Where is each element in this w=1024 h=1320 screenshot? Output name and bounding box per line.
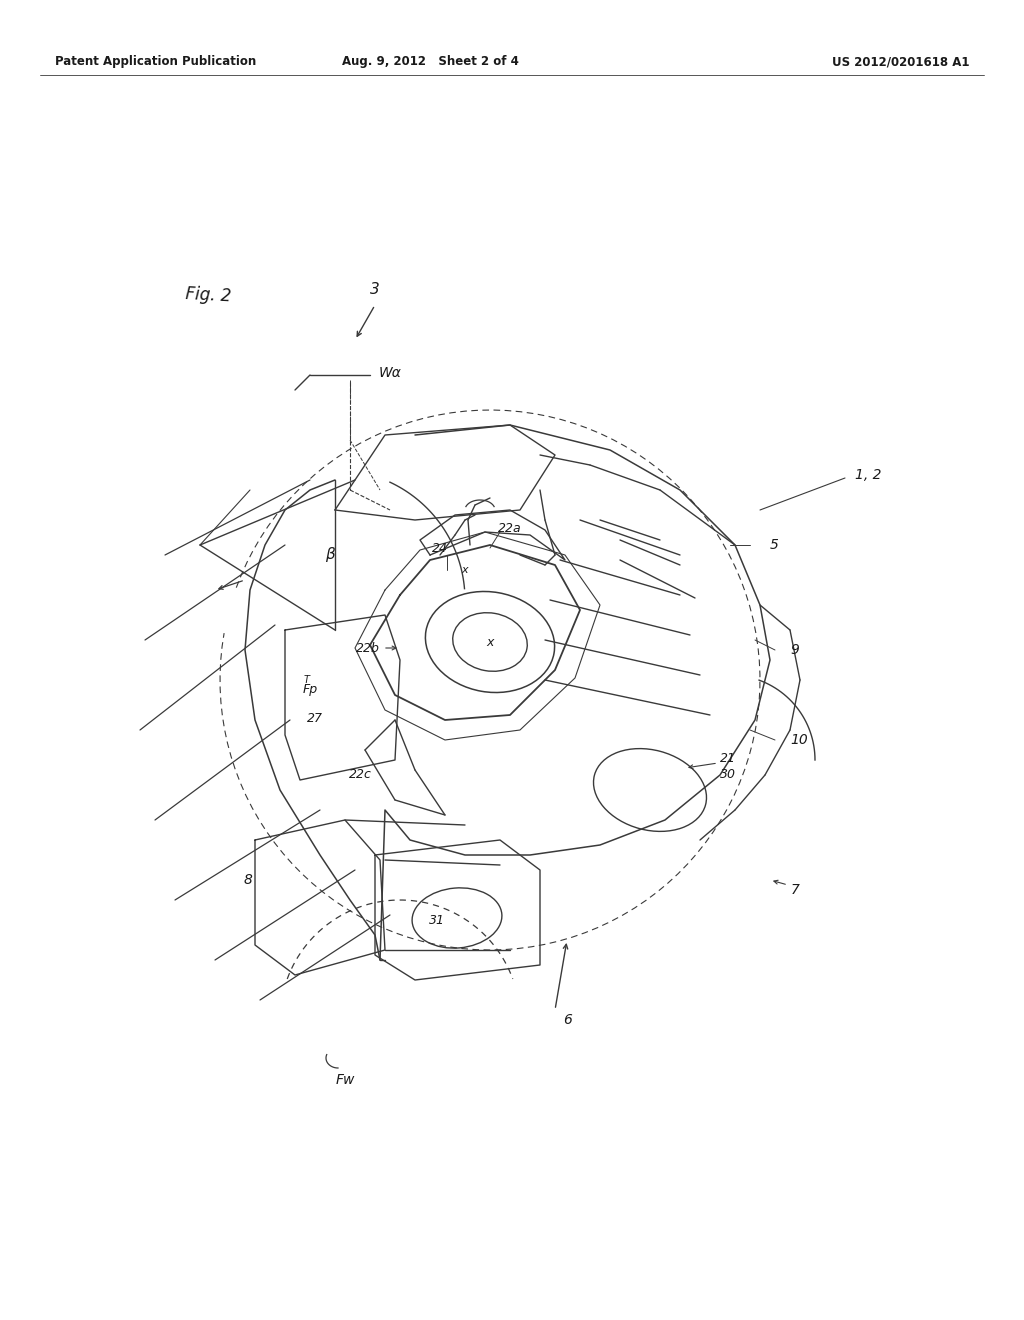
Text: 1, 2: 1, 2 xyxy=(855,469,882,482)
Text: T: T xyxy=(304,675,310,685)
Text: 6: 6 xyxy=(563,1012,572,1027)
Text: Patent Application Publication: Patent Application Publication xyxy=(55,55,256,69)
Text: 30: 30 xyxy=(720,768,736,781)
Text: US 2012/0201618 A1: US 2012/0201618 A1 xyxy=(833,55,970,69)
Text: 8: 8 xyxy=(244,873,253,887)
Text: Fig. 2: Fig. 2 xyxy=(185,285,231,305)
Text: x: x xyxy=(462,565,468,576)
Text: Fp: Fp xyxy=(302,684,317,697)
Text: Fw: Fw xyxy=(335,1073,354,1086)
Text: 7: 7 xyxy=(791,883,800,898)
Text: 22b: 22b xyxy=(356,642,380,655)
Text: 24: 24 xyxy=(432,541,449,554)
Text: x: x xyxy=(486,635,494,648)
Text: 5: 5 xyxy=(770,539,779,552)
Text: 31: 31 xyxy=(429,913,445,927)
Text: 22c: 22c xyxy=(348,768,372,781)
Text: 10: 10 xyxy=(790,733,808,747)
Text: 9: 9 xyxy=(790,643,799,657)
Text: Wα: Wα xyxy=(379,366,401,380)
Text: 3: 3 xyxy=(370,282,380,297)
Text: 27: 27 xyxy=(307,711,323,725)
Text: Aug. 9, 2012   Sheet 2 of 4: Aug. 9, 2012 Sheet 2 of 4 xyxy=(342,55,518,69)
Text: 22a: 22a xyxy=(499,521,522,535)
Text: β: β xyxy=(326,548,335,562)
Text: 21: 21 xyxy=(720,751,736,764)
